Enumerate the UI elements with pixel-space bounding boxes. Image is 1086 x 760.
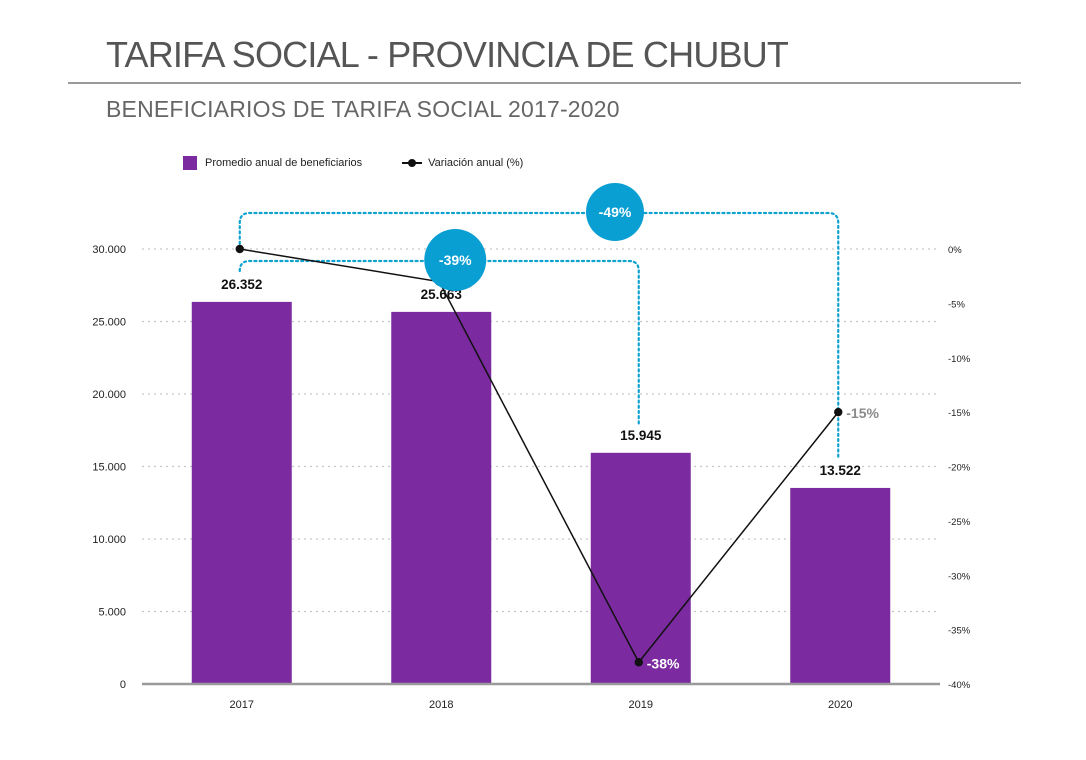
x-tick-label: 2018 <box>429 699 453 711</box>
callout-bracket <box>238 259 640 427</box>
bar-value-label: 13.522 <box>820 463 861 478</box>
callout-bubble <box>586 183 644 241</box>
line-value-label: -38% <box>647 655 680 671</box>
y-right-tick-label: 0% <box>948 245 962 256</box>
callout-label: -39% <box>439 252 472 268</box>
bar <box>191 301 292 684</box>
legend-bar-label: Promedio anual de beneficiarios <box>205 157 363 169</box>
legend-line-label: Variación anual (%) <box>428 157 524 169</box>
y-right-tick-label: -25% <box>948 517 971 528</box>
y-right-tick-label: -5% <box>948 299 965 310</box>
bar <box>391 311 492 684</box>
bar <box>590 452 691 684</box>
legend: Promedio anual de beneficiarios Variació… <box>183 154 523 172</box>
legend-bar-swatch <box>183 156 197 170</box>
line-point <box>634 658 643 667</box>
y-right-tick-label: -35% <box>948 626 971 637</box>
line-point <box>235 244 244 254</box>
y-left-tick-label: 30.000 <box>92 244 126 256</box>
bar-value-label: 26.352 <box>221 277 262 292</box>
bar <box>790 487 891 684</box>
callout-bubble <box>424 229 487 291</box>
y-right-tick-label: -10% <box>948 354 971 365</box>
callout-bracket <box>238 211 840 460</box>
y-left-tick-label: 15.000 <box>92 462 126 474</box>
y-right-tick-label: -15% <box>948 408 971 419</box>
legend-line-marker <box>402 158 423 168</box>
y-left-tick-label: 0 <box>120 679 126 691</box>
y-right-tick-label: -40% <box>948 680 971 691</box>
bar-value-label: 15.945 <box>620 428 662 443</box>
callout-label: -49% <box>599 204 632 220</box>
title-divider <box>68 82 1021 84</box>
y-left-tick-label: 25.000 <box>92 317 126 329</box>
chart-subtitle: BENEFICIARIOS DE TARIFA SOCIAL 2017-2020 <box>106 96 620 122</box>
x-tick-label: 2017 <box>230 699 254 711</box>
chart-title: TARIFA SOCIAL - PROVINCIA DE CHUBUT <box>106 34 789 75</box>
x-tick-label: 2019 <box>629 699 653 711</box>
y-left-tick-label: 10.000 <box>92 534 126 546</box>
y-left-tick-label: 20.000 <box>92 389 126 401</box>
variation-line <box>239 248 839 664</box>
y-right-tick-label: -30% <box>948 571 971 582</box>
line-point <box>834 407 843 417</box>
x-tick-label: 2020 <box>828 699 852 711</box>
line-value-label: -15% <box>846 405 879 421</box>
y-left-tick-label: 5.000 <box>98 607 126 619</box>
y-right-tick-label: -20% <box>948 463 971 474</box>
